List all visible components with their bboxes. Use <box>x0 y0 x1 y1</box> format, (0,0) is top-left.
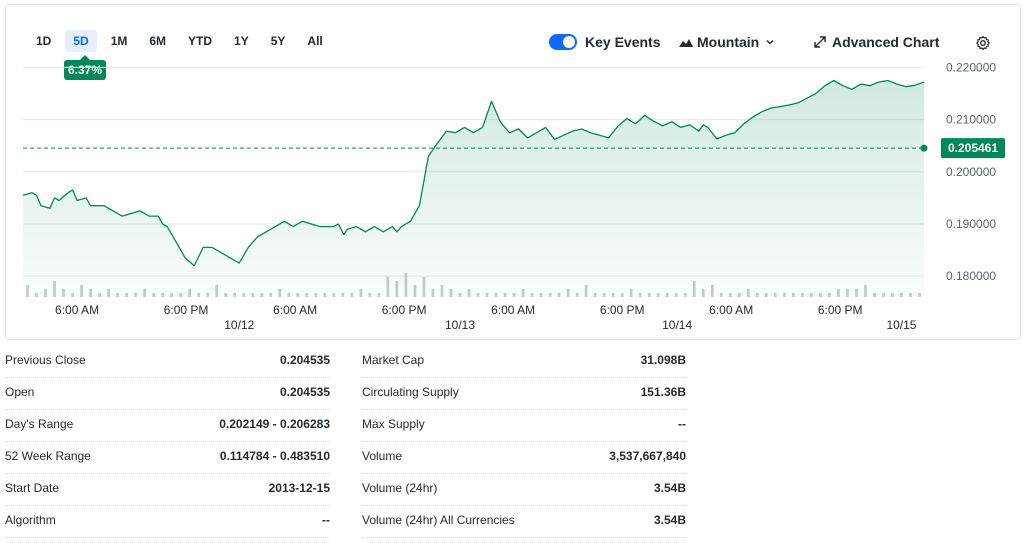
chart-style-label: Mountain <box>697 34 760 50</box>
mountain-icon <box>679 39 693 47</box>
stat-label: Day's Range <box>5 417 74 431</box>
stat-value: -- <box>322 513 330 527</box>
stat-label: Start Date <box>5 481 60 495</box>
stat-row: Circulating Supply 151.36B <box>362 378 686 410</box>
stat-label: Market Cap <box>362 353 425 367</box>
last-price-label: 0.205461 <box>948 141 998 155</box>
stat-value: -- <box>678 417 686 431</box>
x-tick-label: 6:00 AM <box>273 303 317 317</box>
range-button-5d[interactable]: 5D <box>65 30 97 52</box>
stat-value: 3,537,667,840 <box>609 449 686 463</box>
last-price-dot <box>920 144 928 152</box>
stat-value: 2013-12-15 <box>268 481 330 495</box>
x-date-label: 10/12 <box>224 318 254 332</box>
stat-value: 3.54B <box>653 481 686 495</box>
x-tick-label: 6:00 PM <box>164 303 209 317</box>
settings-gear-icon[interactable] <box>975 32 991 54</box>
stat-value: 31.098B <box>640 353 686 367</box>
range-button-1m[interactable]: 1M <box>110 34 128 48</box>
x-tick-label: 6:00 AM <box>55 303 99 317</box>
key-events-label: Key Events <box>585 34 661 50</box>
y-tick-label: 0.190000 <box>946 217 996 231</box>
stat-row: Open 0.204535 <box>5 378 330 410</box>
chart-card: 1D 5D 1M 6M YTD 1Y 5Y All 6.37% Key Events Moun… <box>5 4 1021 340</box>
stat-row: Day's Range 0.202149 - 0.206283 <box>5 410 330 442</box>
stat-label: Previous Close <box>5 353 86 367</box>
x-tick-label: 6:00 AM <box>491 303 535 317</box>
y-tick-label: 0.210000 <box>946 113 996 127</box>
y-tick-label: 0.200000 <box>946 165 996 179</box>
chevron-down-icon <box>766 40 774 45</box>
range-button-all[interactable]: All <box>307 34 323 48</box>
key-events-toggle[interactable]: Key Events <box>549 31 660 53</box>
range-selector: 1D 5D 1M 6M YTD 1Y 5Y All <box>28 30 337 52</box>
x-date-label: 10/15 <box>886 318 916 332</box>
stat-label: 52 Week Range <box>5 449 91 463</box>
toggle-switch-icon[interactable] <box>549 34 577 50</box>
x-date-label: 10/13 <box>445 318 475 332</box>
x-tick-label: 6:00 AM <box>709 303 753 317</box>
range-button-ytd[interactable]: YTD <box>188 34 213 48</box>
stats-right: Market Cap 31.098B Circulating Supply 151.3… <box>362 346 686 538</box>
stat-label: Open <box>5 385 35 399</box>
advanced-chart-button[interactable]: Advanced Chart <box>814 31 939 53</box>
y-tick-label: 0.180000 <box>946 269 996 283</box>
stat-label: Circulating Supply <box>362 385 459 399</box>
stat-row: Volume (24hr) All Currencies 3.54B <box>362 506 686 538</box>
range-button-6m[interactable]: 6M <box>149 34 167 48</box>
range-button-5y[interactable]: 5Y <box>270 34 286 48</box>
stat-value: 0.204535 <box>279 385 330 399</box>
chart-style-dropdown[interactable]: Mountain <box>679 31 775 53</box>
stat-value: 0.204535 <box>279 353 330 367</box>
expand-icon <box>814 36 826 48</box>
stats-left: Previous Close 0.204535 Open 0.204535 Day's … <box>5 346 330 538</box>
last-price-badge <box>941 138 1005 159</box>
stat-label: Algorithm <box>5 513 56 527</box>
stat-row: Max Supply -- <box>362 410 686 442</box>
x-tick-label: 6:00 PM <box>818 303 863 317</box>
stat-row: Algorithm -- <box>5 506 330 538</box>
price-chart[interactable]: 0.220000 0.210000 0.200000 0.190000 0.180000… <box>6 5 1022 341</box>
stat-value: 3.54B <box>653 513 686 527</box>
range-button-1d[interactable]: 1D <box>36 34 52 48</box>
x-tick-label: 6:00 PM <box>382 303 427 317</box>
stat-row: Market Cap 31.098B <box>362 346 686 378</box>
stat-row: Previous Close 0.204535 <box>5 346 330 378</box>
stat-value: 0.202149 - 0.206283 <box>219 417 330 431</box>
range-button-1y[interactable]: 1Y <box>234 34 249 48</box>
stat-value: 0.114784 - 0.483510 <box>219 449 330 463</box>
stat-label: Max Supply <box>362 417 425 431</box>
stat-row: Start Date 2013-12-15 <box>5 474 330 506</box>
price-area <box>23 80 924 297</box>
x-date-label: 10/14 <box>662 318 692 332</box>
stat-row: 52 Week Range 0.114784 - 0.483510 <box>5 442 330 474</box>
advanced-chart-label: Advanced Chart <box>832 34 940 50</box>
stat-label: Volume (24hr) <box>362 481 438 495</box>
change-badge: 6.37% <box>64 55 107 80</box>
y-tick-label: 0.220000 <box>946 60 996 74</box>
stat-row: Volume 3,537,667,840 <box>362 442 686 474</box>
x-tick-label: 6:00 PM <box>600 303 645 317</box>
price-line <box>22 79 925 267</box>
stat-value: 151.36B <box>640 385 686 399</box>
stat-label: Volume <box>362 449 403 463</box>
stat-row: Volume (24hr) 3.54B <box>362 474 686 506</box>
stat-label: Volume (24hr) All Currencies <box>362 513 515 527</box>
